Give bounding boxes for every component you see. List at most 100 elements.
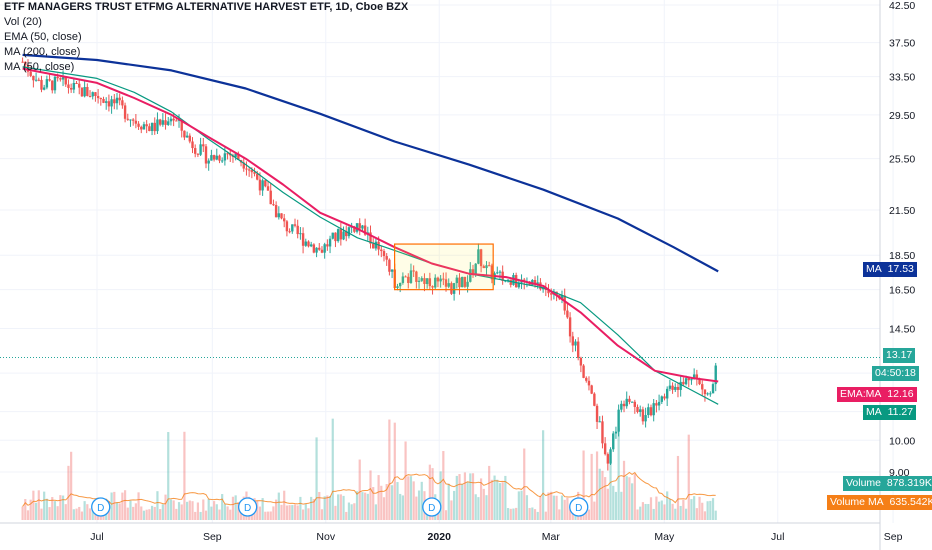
candle-body (458, 277, 461, 288)
candle-body (479, 249, 483, 267)
volume-bar (676, 455, 680, 520)
dividend-marker[interactable] (569, 497, 589, 517)
volume-bar (275, 499, 278, 520)
candle-body (517, 282, 521, 288)
candle-body (345, 231, 348, 237)
symbol-title: ETF MANAGERS TRUST ETFMG ALTERNATIVE HAR… (4, 1, 409, 13)
y-tick-label: 14.50 (889, 324, 915, 336)
candle-body (509, 279, 512, 285)
volume-bar (488, 465, 491, 520)
volume-bar (293, 504, 297, 520)
candle-body (485, 265, 488, 269)
volume-bar (544, 511, 547, 520)
candle-body (593, 393, 596, 406)
volume-bar (682, 499, 685, 520)
volume-bar (447, 483, 450, 520)
volume-bar (620, 491, 623, 520)
volume-bar (191, 501, 194, 520)
volume-bar (221, 494, 224, 520)
candle-body (336, 229, 340, 242)
volume-bar (21, 506, 24, 520)
candle-body (107, 101, 111, 107)
candle-body (628, 398, 631, 402)
volume-bar (515, 507, 518, 520)
volume-bar (420, 481, 423, 520)
volume-bar (614, 491, 618, 520)
candle-body (541, 288, 545, 290)
candle-body (617, 409, 620, 432)
candle-body (175, 120, 178, 122)
candle-body (372, 243, 375, 249)
highlight-rectangle[interactable] (394, 243, 494, 291)
candle-body (102, 98, 105, 103)
volume-bar (140, 506, 143, 520)
candle-body (323, 244, 326, 253)
candle-body (369, 232, 372, 244)
volume-bar (40, 508, 43, 520)
candle-body (644, 415, 647, 422)
candle-body (388, 259, 391, 272)
dividend-marker[interactable] (91, 497, 111, 517)
candle-body (312, 244, 316, 253)
volume-bar (671, 503, 674, 520)
volume-bar (110, 492, 113, 520)
volume-bar (552, 495, 556, 520)
candle-body (639, 409, 642, 412)
volume-bar (679, 505, 682, 520)
candle-body (428, 278, 432, 287)
volume-bar (304, 504, 307, 520)
candle-body (630, 401, 634, 403)
candle-body (703, 389, 707, 395)
volume-bar (711, 498, 715, 520)
volume-bar (536, 511, 539, 520)
candle-body (382, 251, 386, 257)
candle-body (665, 388, 669, 399)
candle-body (655, 403, 658, 406)
volume-tag: Volume 878.319K (843, 476, 932, 491)
volume-bar (266, 511, 270, 520)
dividend-marker[interactable] (238, 497, 258, 517)
candle-body (48, 79, 51, 81)
candle-body (447, 283, 450, 287)
legend-vol[interactable]: Vol (20) (4, 16, 42, 28)
volume-bar (407, 476, 410, 520)
ema50-line (22, 67, 719, 383)
candle-body (326, 244, 329, 247)
candle-body (53, 76, 57, 91)
volume-bar (183, 431, 186, 520)
dividend-marker[interactable] (422, 497, 442, 517)
candle-body (331, 232, 334, 239)
volume-bar (283, 490, 286, 520)
ema-tag-value: 12.16 (887, 388, 914, 400)
volume-bar (693, 496, 696, 520)
candle-body (140, 126, 143, 130)
x-tick-label: Jul (771, 531, 784, 543)
volume-bar (555, 495, 558, 520)
candle-body (156, 119, 159, 132)
candle-body (339, 229, 343, 240)
candle-body (547, 290, 550, 294)
candle-body (514, 275, 518, 288)
legend-ema[interactable]: EMA (50, close) (4, 31, 82, 43)
candle-body (266, 186, 270, 191)
volume-bar (609, 463, 612, 520)
candle-body (318, 247, 321, 250)
candle-body (207, 160, 210, 164)
volume-bar (299, 496, 302, 520)
legend-ma200[interactable]: MA (200, close) (4, 46, 81, 58)
volume-bar (326, 495, 329, 520)
volume-bar (175, 508, 178, 520)
candle-body (237, 153, 240, 160)
candle-body (250, 170, 254, 173)
volume-bar (48, 507, 51, 520)
legend-ma50[interactable]: MA (50, close) (4, 61, 75, 73)
volume-bar (649, 497, 653, 520)
candle-body (698, 378, 701, 385)
candle-body (269, 190, 272, 205)
volume-bar (172, 500, 175, 520)
candle-body (69, 87, 73, 90)
candle-body (293, 224, 297, 226)
volume-bar (469, 473, 472, 520)
candle-body (687, 378, 690, 381)
